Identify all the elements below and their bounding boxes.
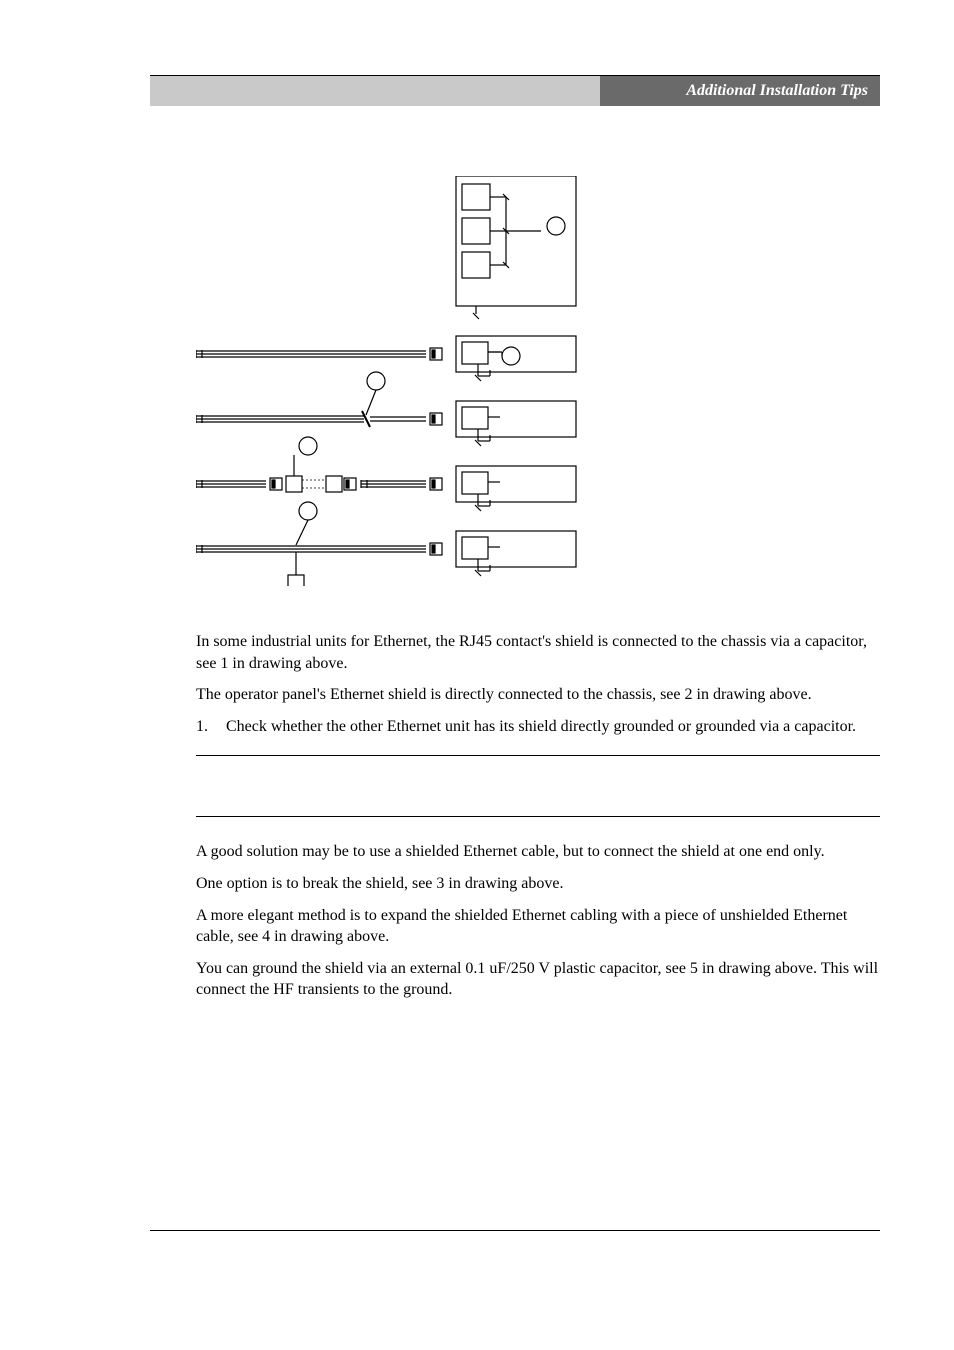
body-content: In some industrial units for Ethernet, t… (196, 631, 880, 1001)
page-container: Additional Installation Tips In some ind… (150, 75, 880, 1011)
footer-rule (150, 1230, 880, 1231)
paragraph-6: You can ground the shield via an externa… (196, 958, 880, 1001)
separator-1 (196, 755, 880, 756)
header-band: Additional Installation Tips (150, 75, 880, 106)
wiring-diagram (196, 176, 880, 591)
header-right: Additional Installation Tips (600, 76, 880, 106)
separator-2 (196, 816, 880, 817)
header-title: Additional Installation Tips (686, 82, 868, 100)
list-number: 1. (196, 716, 226, 738)
paragraph-2: The operator panel's Ethernet shield is … (196, 684, 880, 706)
list-item-1: 1. Check whether the other Ethernet unit… (196, 716, 880, 738)
diagram-svg (196, 176, 596, 586)
paragraph-1: In some industrial units for Ethernet, t… (196, 631, 880, 674)
header-left-blank (150, 76, 600, 106)
paragraph-5: A more elegant method is to expand the s… (196, 905, 880, 948)
paragraph-3: A good solution may be to use a shielded… (196, 841, 880, 863)
paragraph-4: One option is to break the shield, see 3… (196, 873, 880, 895)
list-text: Check whether the other Ethernet unit ha… (226, 716, 880, 738)
